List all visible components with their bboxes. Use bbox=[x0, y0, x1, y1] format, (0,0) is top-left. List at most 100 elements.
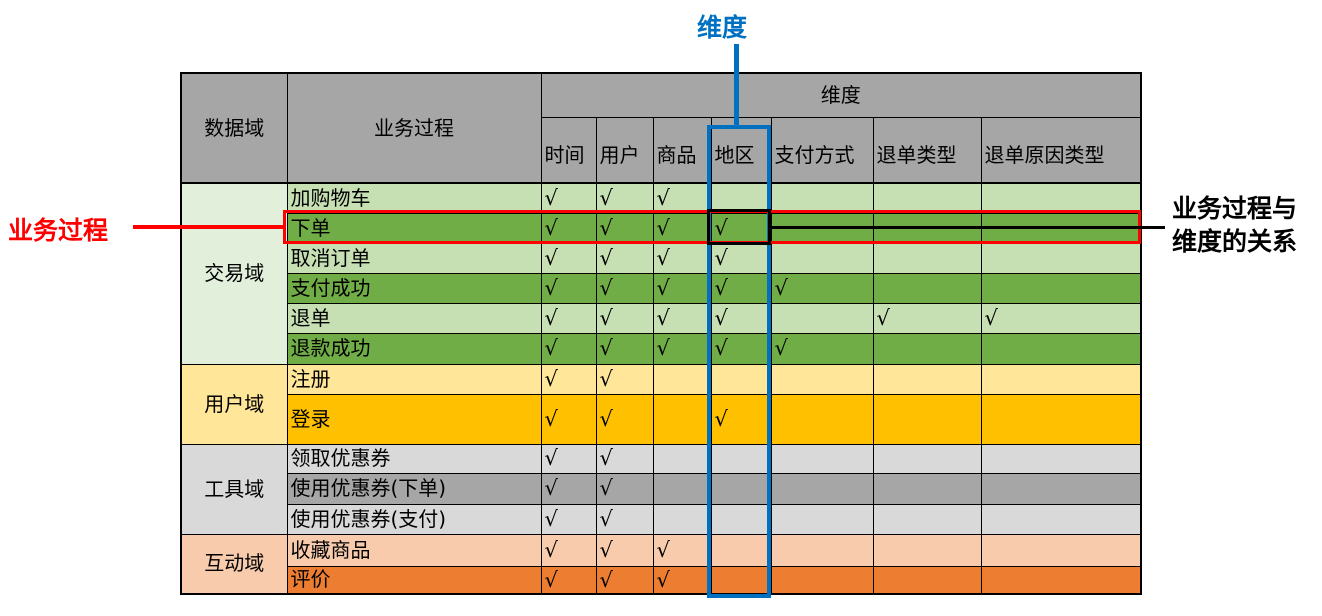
dimension-callout-label: 维度 bbox=[697, 13, 748, 42]
empty-cell bbox=[710, 182, 772, 214]
process-cell: 取消订单 bbox=[286, 242, 542, 274]
table-row: 工具域 领取优惠券 √ √ bbox=[180, 443, 1142, 535]
check-cell: √ bbox=[595, 242, 654, 274]
empty-cell bbox=[872, 332, 982, 365]
check-cell: √ bbox=[595, 393, 654, 445]
empty-cell bbox=[770, 503, 874, 535]
empty-cell bbox=[872, 533, 982, 567]
empty-cell bbox=[770, 443, 874, 474]
process-cell: 登录 bbox=[286, 393, 542, 445]
matrix-header: 数据域 业务过程 维度 时间 用户 商品 地区 支付方式 退单类型 退单原因类型 bbox=[180, 72, 1142, 184]
check-cell: √ bbox=[540, 393, 597, 445]
check-cell: √ bbox=[595, 472, 654, 505]
empty-cell bbox=[872, 182, 982, 214]
empty-cell bbox=[980, 472, 1142, 505]
table-row: 使用优惠券(下单) √ √ bbox=[181, 472, 1142, 505]
check-cell: √ bbox=[540, 443, 597, 474]
check-cell: √ bbox=[595, 272, 654, 304]
relationship-callout-label-line1: 业务过程与 bbox=[1172, 194, 1298, 223]
header-dimension-6: 退单类型 bbox=[872, 116, 982, 184]
check-cell: √ bbox=[652, 272, 712, 304]
process-cell: 加购物车 bbox=[286, 182, 542, 214]
empty-cell bbox=[770, 472, 874, 505]
check-cell: √ bbox=[652, 565, 712, 595]
empty-cell bbox=[770, 302, 874, 334]
check-cell: √ bbox=[980, 302, 1142, 334]
check-cell: √ bbox=[652, 212, 712, 244]
table-row: 退款成功 √ √ √ √ √ bbox=[181, 332, 1142, 365]
check-cell: √ bbox=[540, 363, 597, 395]
check-cell: √ bbox=[595, 533, 654, 567]
empty-cell bbox=[980, 565, 1142, 595]
empty-cell bbox=[980, 393, 1142, 445]
empty-cell bbox=[770, 363, 874, 395]
check-cell: √ bbox=[595, 443, 654, 474]
domain-cell: 互动域 bbox=[180, 533, 288, 595]
check-cell: √ bbox=[710, 272, 772, 304]
domain-cell: 交易域 bbox=[180, 182, 288, 365]
empty-cell bbox=[652, 363, 712, 395]
check-cell: √ bbox=[540, 242, 597, 274]
business-process-callout-label: 业务过程 bbox=[8, 216, 109, 245]
empty-cell bbox=[980, 332, 1142, 365]
header-dimension-3: 商品 bbox=[652, 116, 712, 184]
empty-cell bbox=[872, 242, 982, 274]
check-cell: √ bbox=[710, 302, 772, 334]
empty-cell bbox=[872, 363, 982, 395]
table-row: 下单 √ √ √ √ bbox=[181, 212, 1142, 244]
header-data-domain: 数据域 bbox=[180, 72, 288, 184]
check-cell: √ bbox=[710, 242, 772, 274]
header-dimension-4: 地区 bbox=[710, 116, 772, 184]
check-cell: √ bbox=[652, 533, 712, 567]
process-cell: 评价 bbox=[286, 565, 542, 595]
process-cell: 收藏商品 bbox=[286, 533, 542, 567]
check-cell: √ bbox=[770, 332, 874, 365]
check-cell: √ bbox=[540, 533, 597, 567]
table-row: 交易域 加购物车 √ √ √ bbox=[180, 182, 1142, 365]
empty-cell bbox=[652, 393, 712, 445]
empty-cell bbox=[710, 503, 772, 535]
check-cell: √ bbox=[595, 212, 654, 244]
header-dimension-7: 退单原因类型 bbox=[980, 116, 1142, 184]
relationship-callout-label: 业务过程与 维度的关系 bbox=[1172, 192, 1297, 258]
empty-cell bbox=[710, 443, 772, 474]
process-cell: 退款成功 bbox=[286, 332, 542, 365]
empty-cell bbox=[872, 393, 982, 445]
header-dimension-group: 维度 bbox=[540, 72, 1142, 118]
table-row: 互动域 收藏商品 √ √ √ bbox=[180, 533, 1142, 595]
empty-cell bbox=[872, 443, 982, 474]
table-row: 登录 √ √ √ bbox=[181, 393, 1142, 445]
check-cell: √ bbox=[540, 182, 597, 214]
empty-cell bbox=[770, 242, 874, 274]
check-cell: √ bbox=[540, 472, 597, 505]
check-cell: √ bbox=[872, 302, 982, 334]
header-dimension-5: 支付方式 bbox=[770, 116, 874, 184]
table-row: 使用优惠券(支付) √ √ bbox=[181, 503, 1142, 535]
empty-cell bbox=[652, 472, 712, 505]
domain-cell: 用户域 bbox=[180, 363, 288, 445]
header-dimension-1: 时间 bbox=[540, 116, 597, 184]
check-cell: √ bbox=[540, 302, 597, 334]
table-row: 评价 √ √ √ bbox=[181, 565, 1142, 595]
empty-cell bbox=[980, 242, 1142, 274]
matrix-body: 交易域 加购物车 √ √ √ 下单 √ √ √ √ 取消订单 √ √ √ √ 支付成功 √ √ √ √ √ 退单 √ √ √ √ √… bbox=[180, 182, 1142, 595]
empty-cell bbox=[770, 533, 874, 567]
bus-matrix-table: 数据域 业务过程 维度 时间 用户 商品 地区 支付方式 退单类型 退单原因类型 交易域 加购… bbox=[180, 72, 1143, 595]
empty-cell bbox=[770, 565, 874, 595]
process-cell: 下单 bbox=[286, 212, 542, 244]
check-cell: √ bbox=[652, 242, 712, 274]
domain-cell: 工具域 bbox=[180, 443, 288, 535]
empty-cell bbox=[710, 472, 772, 505]
process-cell: 退单 bbox=[286, 302, 542, 334]
check-cell: √ bbox=[710, 393, 772, 445]
check-cell: √ bbox=[770, 272, 874, 304]
empty-cell bbox=[872, 212, 982, 244]
empty-cell bbox=[980, 533, 1142, 567]
check-cell: √ bbox=[595, 503, 654, 535]
check-cell: √ bbox=[540, 565, 597, 595]
header-dimension-2: 用户 bbox=[595, 116, 654, 184]
check-cell: √ bbox=[710, 212, 772, 244]
empty-cell bbox=[770, 393, 874, 445]
check-cell: √ bbox=[540, 332, 597, 365]
